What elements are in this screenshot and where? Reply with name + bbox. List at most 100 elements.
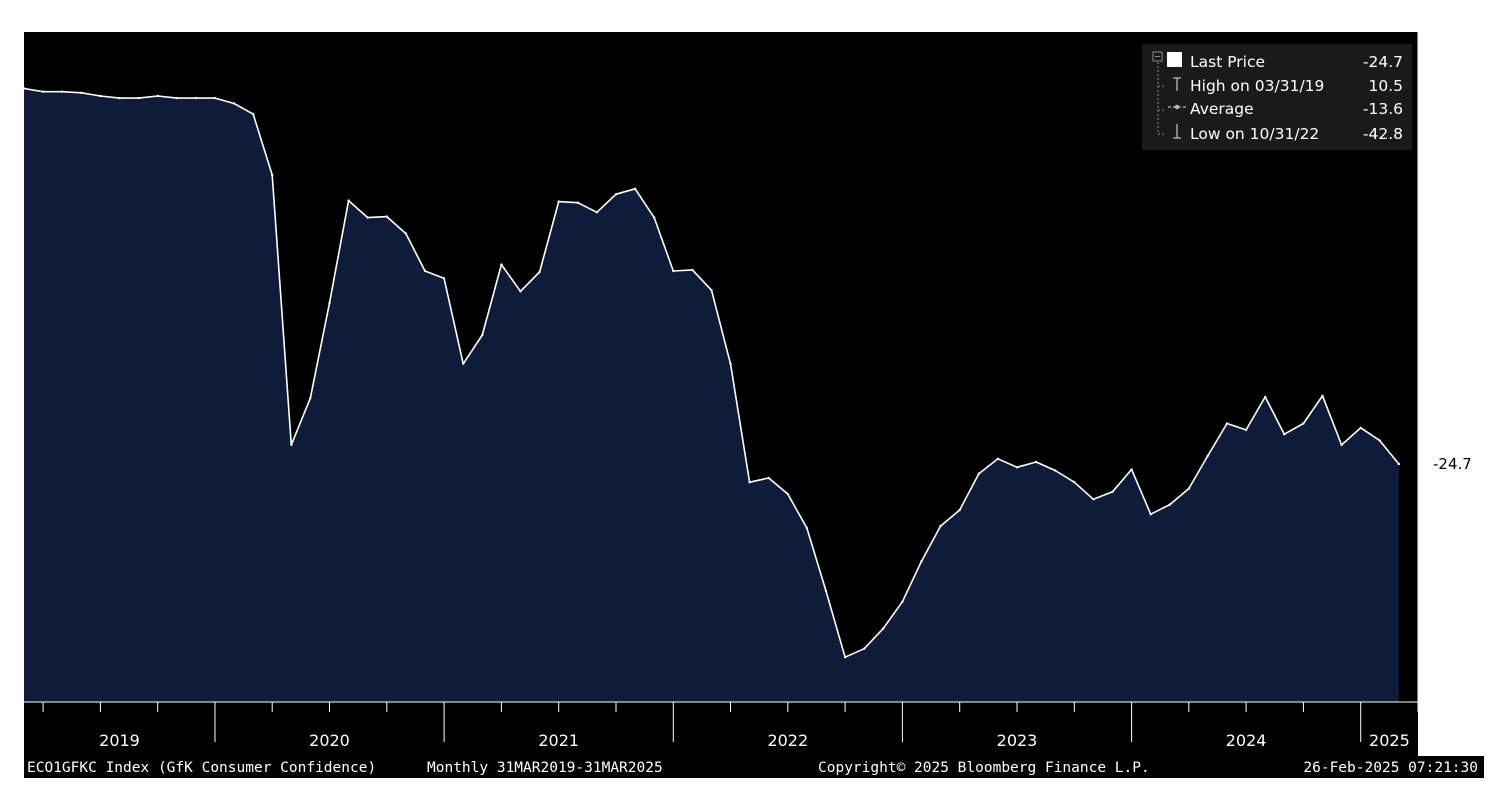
x-year-label: 2023 xyxy=(997,731,1038,750)
data-point-35 xyxy=(691,268,694,272)
data-point-39 xyxy=(767,476,770,480)
x-year-label: 2022 xyxy=(767,731,808,750)
data-point-54 xyxy=(1054,469,1057,472)
data-point-37 xyxy=(729,362,732,365)
data-point-56 xyxy=(1092,498,1095,501)
data-point-2 xyxy=(61,90,64,93)
last-price-swatch-icon xyxy=(1167,52,1182,67)
y-tick-label: -40 xyxy=(1430,618,1455,636)
y-tick-label: 0 xyxy=(1430,192,1440,210)
data-point-18 xyxy=(366,216,369,219)
legend-label-average: Average xyxy=(1190,100,1254,118)
data-point-46 xyxy=(901,600,904,603)
footer-period: Monthly 31MAR2019-31MAR2025 xyxy=(427,760,663,776)
data-point-24 xyxy=(481,333,484,337)
data-point-50 xyxy=(977,472,980,475)
data-point-21 xyxy=(423,269,427,273)
data-point-32 xyxy=(633,187,637,190)
data-point-58 xyxy=(1130,468,1133,471)
data-point-20 xyxy=(404,232,408,235)
data-point-27 xyxy=(538,270,541,274)
data-point-55 xyxy=(1073,481,1076,484)
average-dot-icon xyxy=(1174,104,1180,110)
data-point-28 xyxy=(557,200,560,203)
x-axis: 2019 2020 2021 2022 2023 2024 2025 xyxy=(24,701,1419,756)
y-tick-label: -10 xyxy=(1430,298,1455,316)
low-marker-icon xyxy=(1173,124,1181,139)
data-point-1 xyxy=(41,90,45,93)
data-point-26 xyxy=(519,290,522,293)
x-year-label: 2019 xyxy=(99,731,140,750)
data-point-9 xyxy=(194,96,198,100)
data-point-57 xyxy=(1111,490,1114,493)
legend-value-last-price: -24.7 xyxy=(1363,53,1403,71)
data-point-72 xyxy=(1397,462,1401,466)
data-point-33 xyxy=(653,216,656,219)
data-point-70 xyxy=(1359,426,1362,429)
footer-copyright: Copyright© 2025 Bloomberg Finance L.P. xyxy=(818,760,1150,776)
data-point-15 xyxy=(309,396,312,400)
data-point-51 xyxy=(996,457,1000,460)
last-value-label: -24.7 xyxy=(1433,455,1472,473)
data-point-3 xyxy=(80,91,83,95)
data-point-64 xyxy=(1244,428,1248,432)
y-tick-label: -20 xyxy=(1430,405,1455,423)
legend-label-high: High on 03/31/19 xyxy=(1190,77,1324,95)
data-point-63 xyxy=(1225,422,1229,425)
area-layer xyxy=(22,87,1401,702)
legend-collapse-icon[interactable] xyxy=(1152,51,1163,62)
y-axis: 10 0 -10 -20 -30 -40 -24.7 xyxy=(1417,32,1483,702)
data-point-69 xyxy=(1340,443,1343,447)
data-point-62 xyxy=(1206,454,1210,457)
data-point-60 xyxy=(1168,503,1172,506)
footer: ECO1GFKC Index (GfK Consumer Confidence)… xyxy=(24,756,1484,778)
data-point-71 xyxy=(1378,439,1382,442)
data-point-67 xyxy=(1302,422,1305,425)
data-point-44 xyxy=(863,647,866,650)
y-tick-label: 10 xyxy=(1430,85,1449,103)
high-marker-icon xyxy=(1173,77,1181,91)
data-point-29 xyxy=(576,201,579,204)
data-point-22 xyxy=(442,277,446,280)
data-point-43 xyxy=(843,656,847,659)
data-point-31 xyxy=(614,193,618,196)
data-point-53 xyxy=(1034,460,1038,464)
data-point-23 xyxy=(462,362,465,365)
footer-ticker: ECO1GFKC Index (GfK Consumer Confidence) xyxy=(27,760,376,776)
data-point-30 xyxy=(595,211,599,214)
data-point-10 xyxy=(213,96,217,100)
legend-tree-lines xyxy=(1157,62,1166,135)
legend-label-last-price: Last Price xyxy=(1190,53,1265,71)
legend-box xyxy=(1142,44,1412,150)
data-point-25 xyxy=(500,263,503,266)
data-point-66 xyxy=(1283,433,1286,436)
data-point-65 xyxy=(1264,395,1267,399)
x-axis-band xyxy=(24,702,1418,756)
data-point-4 xyxy=(99,94,102,98)
data-point-5 xyxy=(118,96,121,100)
data-point-13 xyxy=(271,173,274,177)
data-point-48 xyxy=(939,524,942,528)
data-point-6 xyxy=(137,96,140,100)
data-point-40 xyxy=(786,492,789,496)
data-point-0 xyxy=(22,87,26,90)
legend-value-average: -13.6 xyxy=(1363,100,1403,118)
data-point-14 xyxy=(290,443,293,447)
data-point-42 xyxy=(824,589,828,593)
data-point-68 xyxy=(1321,394,1324,397)
x-year-label: 2020 xyxy=(309,731,350,750)
x-year-label: 2024 xyxy=(1226,731,1267,750)
x-year-label: 2021 xyxy=(538,731,579,750)
data-point-52 xyxy=(1015,466,1019,469)
data-point-16 xyxy=(328,301,331,305)
last-value-tag xyxy=(1421,453,1483,476)
data-point-47 xyxy=(920,560,923,563)
data-point-7 xyxy=(156,94,159,98)
data-point-12 xyxy=(252,112,255,116)
data-point-45 xyxy=(882,627,885,630)
y-tick-label: -30 xyxy=(1430,512,1455,530)
legend: Last Price -24.7 High on 03/31/19 10.5 A… xyxy=(1142,44,1412,150)
legend-value-high: 10.5 xyxy=(1368,77,1403,95)
legend-value-low: -42.8 xyxy=(1363,125,1403,143)
